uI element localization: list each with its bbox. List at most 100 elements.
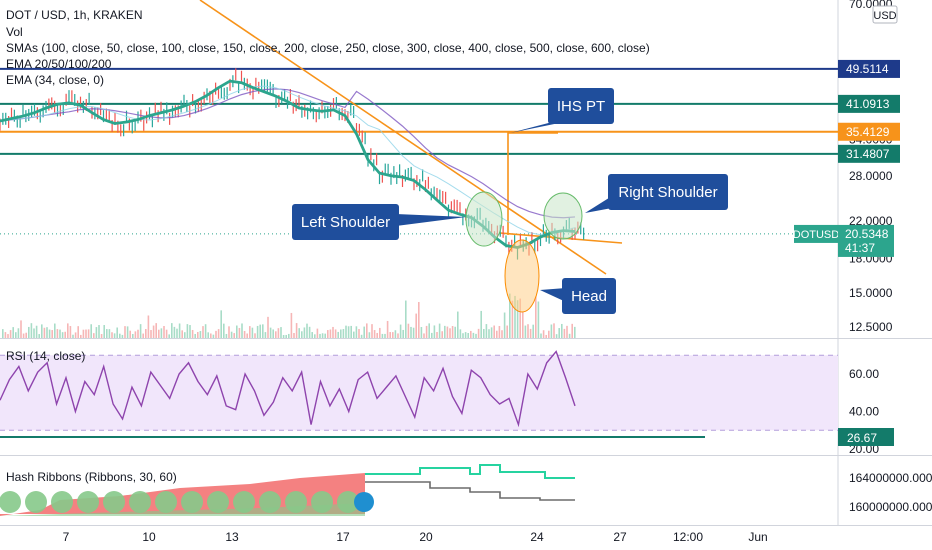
last-price-tag bbox=[838, 224, 894, 257]
volume-bar bbox=[181, 330, 183, 338]
volume-bar bbox=[77, 326, 79, 338]
symbol-title[interactable]: DOT / USD, 1h, KRAKEN bbox=[6, 8, 142, 22]
callout-pointer bbox=[585, 196, 612, 213]
volume-bar bbox=[295, 323, 298, 338]
descending-trendline[interactable] bbox=[199, 0, 607, 275]
price-level-value: 31.4807 bbox=[846, 147, 890, 161]
volume-bar bbox=[61, 332, 64, 338]
currency-badge[interactable] bbox=[872, 5, 898, 24]
volume-bar bbox=[41, 324, 43, 338]
volume-bar bbox=[480, 310, 482, 338]
hash-ribbon-green bbox=[0, 503, 365, 516]
volume-bar bbox=[87, 329, 90, 338]
volume-bar bbox=[43, 327, 46, 338]
indicator-legend[interactable]: Vol bbox=[6, 25, 23, 39]
ihs-pt-callout[interactable]: IHS PT bbox=[510, 88, 614, 133]
volume-bar bbox=[308, 326, 311, 338]
volume-bar bbox=[506, 325, 508, 338]
right-shoulder-ellipse[interactable] bbox=[543, 192, 583, 240]
volume-bar bbox=[199, 331, 202, 338]
volume-bar bbox=[124, 326, 126, 338]
left-shoulder-callout[interactable]: Left Shoulder bbox=[292, 204, 466, 240]
indicator-legend[interactable]: SMAs (100, close, 50, close, 100, close,… bbox=[6, 41, 650, 55]
volume-bar bbox=[350, 325, 352, 338]
volume-bar bbox=[415, 313, 417, 338]
volume-bar bbox=[373, 330, 376, 338]
volume-bar bbox=[293, 332, 295, 338]
price-level-tag bbox=[838, 144, 900, 163]
rsi-value-tag bbox=[838, 428, 894, 446]
volume-bar bbox=[158, 329, 160, 338]
volume-bar bbox=[280, 327, 282, 338]
y-tick-label: 28.0000 bbox=[849, 169, 893, 183]
volume-bar bbox=[329, 329, 332, 338]
head-ellipse[interactable] bbox=[504, 239, 540, 313]
indicator-legend[interactable]: EMA (34, close, 0) bbox=[6, 73, 104, 87]
y-tick-label: 12.5000 bbox=[849, 320, 893, 334]
hash-signal-dot bbox=[103, 491, 125, 513]
volume-bar bbox=[272, 329, 274, 338]
volume-bar bbox=[431, 332, 433, 338]
volume-bar bbox=[95, 327, 98, 338]
y-tick-label: 15.0000 bbox=[849, 286, 893, 300]
volume-bar bbox=[197, 331, 199, 338]
volume-bar bbox=[428, 323, 430, 338]
volume-bar bbox=[116, 327, 118, 338]
price-level-tag bbox=[838, 94, 900, 113]
volume-bar bbox=[220, 310, 222, 338]
hash-signal-dot bbox=[207, 491, 229, 513]
left-shoulder-ellipse[interactable] bbox=[465, 191, 503, 247]
volume-bar bbox=[446, 326, 449, 338]
hash-y-tick: 160000000.0000 bbox=[849, 500, 932, 514]
volume-bar bbox=[163, 325, 165, 338]
volume-bar bbox=[529, 328, 532, 338]
indicator-legend[interactable]: EMA 20/50/100/200 bbox=[6, 57, 112, 71]
volume-bar bbox=[392, 332, 394, 338]
volume-bar bbox=[9, 330, 12, 338]
callout-label: Head bbox=[571, 288, 607, 305]
x-tick-label: 7 bbox=[63, 530, 70, 544]
volume-bar bbox=[397, 333, 399, 338]
volume-bar bbox=[303, 327, 306, 338]
volume-bar bbox=[540, 333, 542, 338]
volume-bar bbox=[150, 330, 152, 338]
volume-bar bbox=[93, 333, 95, 338]
volume-bar bbox=[558, 328, 560, 338]
volume-bar bbox=[210, 333, 212, 338]
hash-buy-signal-dot[interactable] bbox=[354, 492, 374, 512]
volume-bar bbox=[142, 333, 144, 338]
volume-bar bbox=[483, 328, 485, 338]
volume-bar bbox=[165, 329, 168, 338]
volume-bar bbox=[85, 329, 87, 338]
volume-bar bbox=[438, 323, 441, 338]
right-shoulder-callout[interactable]: Right Shoulder bbox=[585, 174, 728, 213]
volume-bar bbox=[7, 334, 9, 338]
volume-bar bbox=[550, 324, 553, 338]
volume-bar bbox=[191, 329, 194, 338]
sma-line[interactable] bbox=[0, 88, 576, 219]
rsi-legend[interactable]: RSI (14, close) bbox=[6, 349, 85, 363]
hash-fast-line[interactable] bbox=[365, 464, 575, 479]
volume-bar bbox=[298, 328, 300, 338]
volume-bar bbox=[145, 329, 147, 338]
volume-bar bbox=[80, 334, 82, 338]
volume-bar bbox=[561, 323, 563, 338]
volume-bar bbox=[103, 325, 105, 338]
callout-label: Left Shoulder bbox=[301, 214, 390, 231]
hash-slow-line[interactable] bbox=[365, 481, 575, 501]
x-tick-label: 17 bbox=[336, 530, 350, 544]
volume-bar bbox=[340, 329, 342, 338]
volume-bar bbox=[98, 325, 100, 338]
volume-bar bbox=[454, 326, 456, 338]
volume-bar bbox=[524, 325, 527, 338]
volume-bar bbox=[314, 334, 316, 338]
volume-bar bbox=[139, 324, 142, 338]
rsi-line[interactable] bbox=[0, 350, 576, 428]
volume-bar bbox=[204, 324, 207, 338]
volume-bar bbox=[301, 331, 303, 338]
hash-ribbons-legend[interactable]: Hash Ribbons (Ribbons, 30, 60) bbox=[6, 470, 177, 484]
hash-signal-dot bbox=[25, 491, 47, 513]
head-callout[interactable]: Head bbox=[540, 278, 616, 314]
volume-bar bbox=[527, 324, 529, 338]
